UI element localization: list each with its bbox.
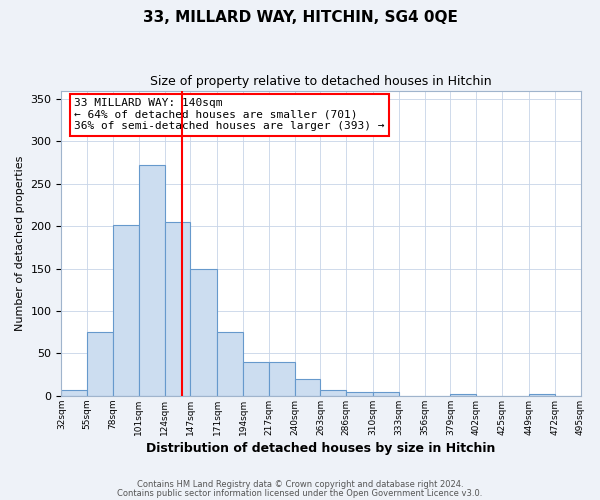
Bar	[217, 332, 243, 396]
Text: 33 MILLARD WAY: 140sqm
← 64% of detached houses are smaller (701)
36% of semi-de: 33 MILLARD WAY: 140sqm ← 64% of detached…	[74, 98, 385, 132]
Bar	[164, 222, 190, 396]
Bar	[269, 362, 295, 396]
Bar	[190, 268, 217, 396]
Bar	[139, 165, 164, 396]
Bar	[529, 394, 555, 396]
Text: Contains public sector information licensed under the Open Government Licence v3: Contains public sector information licen…	[118, 490, 482, 498]
Text: Contains HM Land Registry data © Crown copyright and database right 2024.: Contains HM Land Registry data © Crown c…	[137, 480, 463, 489]
Title: Size of property relative to detached houses in Hitchin: Size of property relative to detached ho…	[150, 75, 492, 88]
Text: 33, MILLARD WAY, HITCHIN, SG4 0QE: 33, MILLARD WAY, HITCHIN, SG4 0QE	[143, 10, 457, 25]
Bar	[320, 390, 346, 396]
Bar	[61, 390, 87, 396]
X-axis label: Distribution of detached houses by size in Hitchin: Distribution of detached houses by size …	[146, 442, 496, 455]
Bar	[451, 394, 476, 396]
Y-axis label: Number of detached properties: Number of detached properties	[15, 156, 25, 331]
Bar	[113, 224, 139, 396]
Bar	[87, 332, 113, 396]
Bar	[243, 362, 269, 396]
Bar	[346, 392, 373, 396]
Bar	[373, 392, 399, 396]
Bar	[295, 379, 320, 396]
